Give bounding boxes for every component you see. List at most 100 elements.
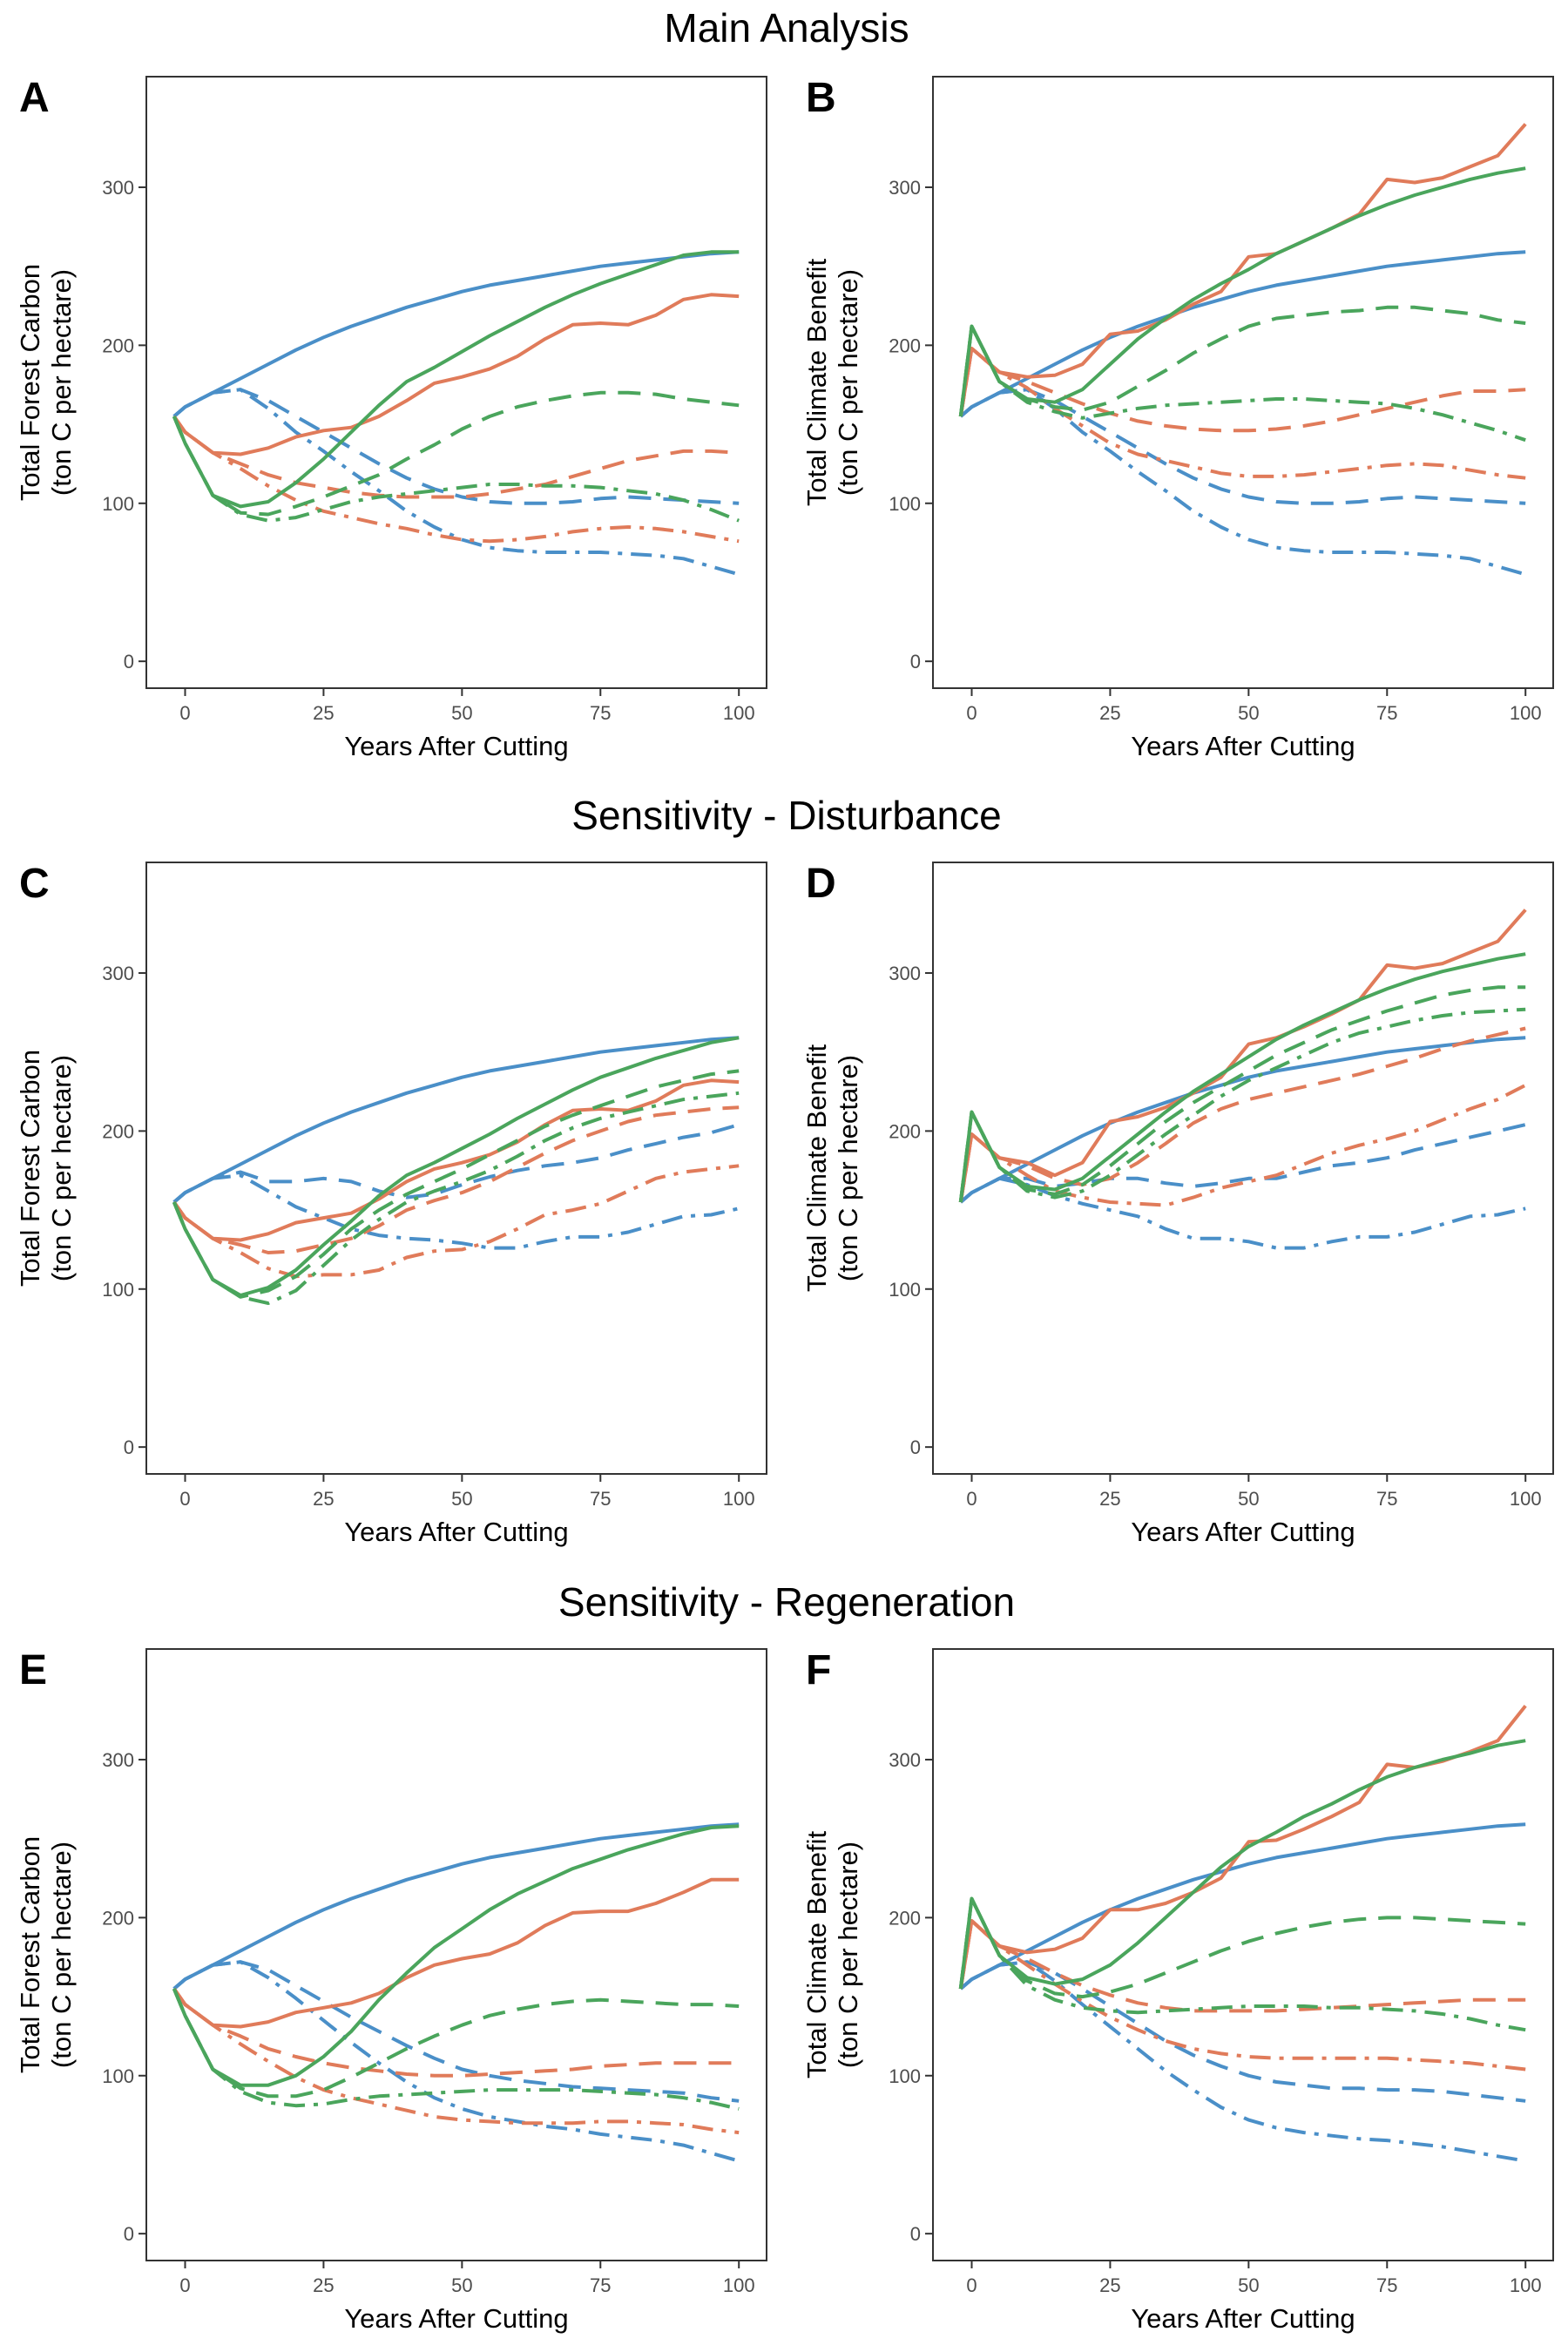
x-axis-label-d: Years After Cutting	[1131, 1517, 1355, 1547]
x-tick-label-a: 75	[590, 702, 611, 724]
y-tick-label-b: 100	[889, 493, 921, 515]
y-tick-label-e: 0	[124, 2223, 134, 2245]
series-line-a-orange-dotdash	[172, 415, 740, 544]
x-tick-label-d: 50	[1238, 1488, 1259, 1510]
y-tick-label-c: 300	[102, 963, 134, 984]
x-tick-label-e: 0	[179, 2274, 190, 2296]
series-line-e-blue-dashed	[172, 1960, 740, 2103]
y-axis-label-line-d: (ton C per hectare)	[833, 1055, 863, 1281]
chart-panel-e: E 0 25 50 75 100 0 100 200 300 Years After Cutting…	[15, 1647, 767, 2334]
series-line-e-orange-solid	[172, 1877, 740, 2029]
plot-frame-a	[145, 76, 767, 689]
x-tick-label-f: 0	[966, 2274, 977, 2296]
series-line-d-green-dashed	[958, 985, 1526, 1203]
series-line-a-orange-solid	[172, 293, 740, 456]
series-line-d-orange-solid	[958, 909, 1527, 1203]
series-line-d-blue-dotdash	[959, 1176, 1526, 1250]
x-tick-label-f: 75	[1376, 2274, 1397, 2296]
series-line-e-blue-solid	[172, 1822, 740, 1990]
y-axis-label-b: Total Climate Benefit(ton C per hectare)	[801, 258, 863, 506]
series-line-f-green-solid	[958, 1739, 1526, 1990]
x-tick-label-a: 100	[723, 702, 755, 724]
series-line-e-green-dotdash	[172, 1988, 740, 2111]
y-tick-label-d: 200	[889, 1120, 921, 1142]
x-tick-label-e: 25	[313, 2274, 334, 2296]
x-tick-label-c: 75	[590, 1488, 611, 1510]
series-line-f-green-dashed	[958, 1896, 1526, 1999]
x-tick-label-d: 100	[1510, 1488, 1542, 1510]
y-tick-label-d: 100	[889, 1279, 921, 1301]
panel-letter-b: B	[806, 75, 836, 121]
y-axis-label-line-f: Total Climate Benefit	[801, 1830, 832, 2078]
x-tick-label-f: 50	[1238, 2274, 1259, 2296]
x-tick-label-d: 75	[1376, 1488, 1397, 1510]
y-tick-label-f: 300	[889, 1749, 921, 1771]
y-axis-label-d: Total Climate Benefit(ton C per hectare)	[801, 1044, 863, 1292]
x-axis-label-b: Years After Cutting	[1131, 731, 1355, 761]
series-line-a-blue-dotdash	[172, 388, 740, 577]
y-axis-label-line-f: (ton C per hectare)	[833, 1842, 863, 2068]
series-line-e-green-dashed	[172, 1988, 740, 2099]
x-tick-label-b: 100	[1510, 702, 1542, 724]
y-tick-label-e: 300	[102, 1749, 134, 1771]
x-tick-label-b: 50	[1238, 702, 1259, 724]
section-title-sensitivity-regeneration: Sensitivity - Regeneration	[558, 1579, 1015, 1625]
y-tick-label-d: 300	[889, 963, 921, 984]
y-axis-label-c: Total Forest Carbon(ton C per hectare)	[15, 1050, 77, 1287]
y-tick-label-b: 0	[910, 651, 921, 672]
chart-panel-f: F 0 25 50 75 100 0 100 200 300 Years After Cutting…	[801, 1647, 1554, 2334]
y-axis-label-a: Total Forest Carbon(ton C per hectare)	[15, 264, 77, 501]
y-tick-label-c: 200	[102, 1120, 134, 1142]
x-tick-label-b: 75	[1376, 702, 1397, 724]
y-tick-label-a: 200	[102, 335, 134, 356]
series-line-e-green-solid	[172, 1824, 740, 2087]
series-line-f-orange-dashed	[958, 1919, 1526, 2013]
series-line-b-green-dashed	[958, 305, 1526, 417]
y-tick-label-b: 300	[889, 177, 921, 199]
series-line-d-green-dotdash	[958, 1007, 1526, 1203]
series-line-f-blue-dotdash	[959, 1960, 1526, 2163]
y-tick-label-c: 100	[102, 1279, 134, 1301]
y-tick-label-f: 200	[889, 1907, 921, 1929]
y-axis-label-line-a: (ton C per hectare)	[46, 269, 77, 496]
y-axis-label-f: Total Climate Benefit(ton C per hectare)	[801, 1830, 863, 2078]
chart-panel-d: D 0 25 50 75 100 0 100 200 300 Years After Cutting…	[801, 861, 1554, 1547]
section-title-sensitivity-disturbance: Sensitivity - Disturbance	[571, 793, 1001, 838]
series-line-c-blue-dashed	[172, 1123, 740, 1204]
y-tick-label-a: 0	[124, 651, 134, 672]
y-axis-label-line-b: Total Climate Benefit	[801, 258, 832, 506]
panel-letter-c: C	[19, 861, 50, 907]
x-tick-label-a: 50	[451, 702, 472, 724]
series-group-d	[958, 909, 1527, 1250]
y-axis-label-line-c: Total Forest Carbon	[15, 1050, 45, 1287]
series-line-b-green-dotdash	[958, 324, 1526, 443]
x-axis-label-c: Years After Cutting	[344, 1517, 568, 1547]
series-line-a-blue-solid	[172, 250, 740, 418]
y-tick-label-a: 100	[102, 493, 134, 515]
chart-panel-b: B 0 25 50 75 100 0 100 200 300 Years After Cutting…	[801, 75, 1554, 761]
series-group-a	[172, 250, 740, 577]
panel-letter-e: E	[19, 1647, 47, 1693]
x-tick-label-a: 0	[179, 702, 190, 724]
series-line-c-green-dashed	[172, 1069, 740, 1299]
series-line-b-orange-dotdash	[958, 347, 1526, 480]
plot-frame-d	[932, 862, 1554, 1475]
series-group-f	[958, 1705, 1527, 2163]
series-line-b-orange-dashed	[958, 347, 1526, 433]
x-tick-label-c: 0	[179, 1488, 190, 1510]
series-line-d-blue-dashed	[959, 1123, 1526, 1204]
series-line-c-orange-dotdash	[172, 1164, 740, 1279]
series-group-b	[958, 123, 1527, 577]
series-line-c-blue-dotdash	[172, 1173, 740, 1250]
series-line-a-blue-dashed	[172, 388, 740, 505]
x-tick-label-c: 100	[723, 1488, 755, 1510]
series-line-b-orange-solid	[958, 123, 1527, 417]
x-axis-label-f: Years After Cutting	[1131, 2303, 1355, 2334]
y-axis-label-line-e: (ton C per hectare)	[46, 1842, 77, 2068]
y-axis-label-line-b: (ton C per hectare)	[833, 269, 863, 496]
plot-frame-f	[932, 1648, 1554, 2261]
series-line-c-orange-solid	[172, 1078, 740, 1242]
y-tick-label-c: 0	[124, 1436, 134, 1458]
panel-letter-a: A	[19, 75, 50, 121]
series-group-c	[172, 1036, 740, 1306]
